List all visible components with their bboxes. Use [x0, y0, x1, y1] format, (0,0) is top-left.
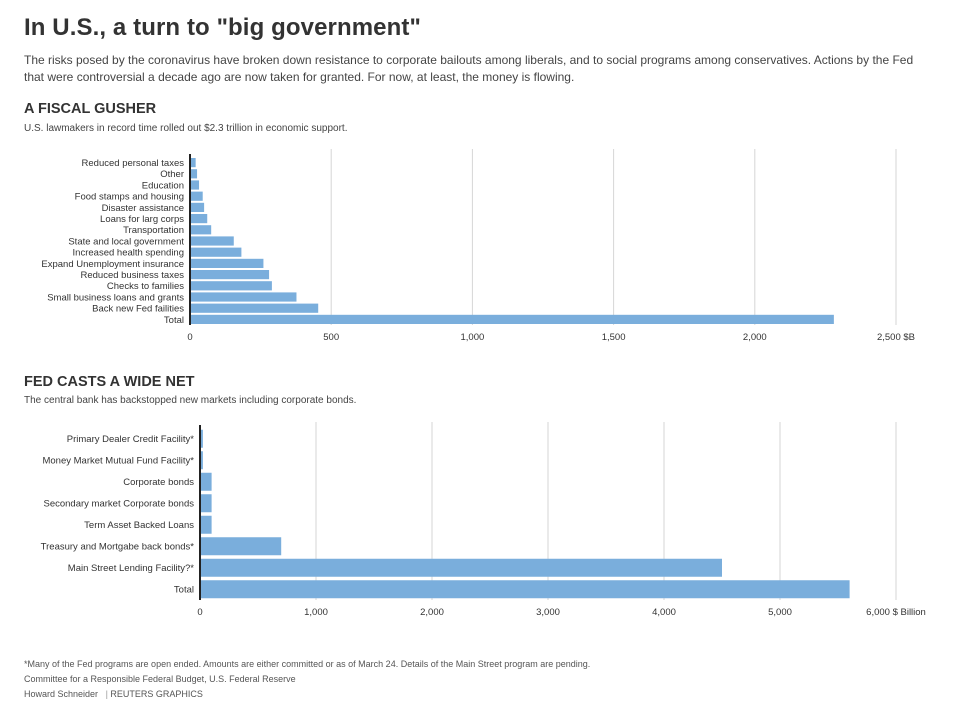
category-label: Reduced business taxes: [80, 270, 184, 281]
bar: [190, 303, 319, 313]
bar: [200, 472, 212, 491]
bar: [190, 247, 242, 257]
bar: [190, 270, 270, 280]
category-label: Back new Fed failities: [92, 304, 184, 315]
category-label: Increased health spending: [73, 248, 184, 259]
category-label: Total: [164, 315, 184, 326]
dek-paragraph: The risks posed by the coronavirus have …: [24, 53, 914, 84]
tick-label: 1,000: [461, 332, 485, 343]
category-label: State and local government: [68, 236, 184, 247]
bar: [190, 158, 196, 168]
tick-label: 4,000: [652, 607, 676, 618]
bar: [200, 558, 722, 577]
fed-wide-net-chart: Primary Dealer Credit Facility* Money Mar…: [41, 422, 926, 618]
bar: [190, 191, 203, 201]
tick-label: 2,000: [420, 607, 444, 618]
category-label: Loans for larg corps: [100, 214, 184, 225]
category-label: Money Market Mutual Fund Facility*: [42, 456, 194, 467]
bar: [200, 580, 850, 599]
category-label: Treasury and Mortgabe back bonds*: [41, 542, 195, 553]
byline: Howard Schneider | REUTERS GRAPHICS: [24, 689, 203, 699]
footnote: *Many of the Fed programs are open ended…: [24, 659, 591, 669]
bar: [190, 292, 297, 302]
bar: [190, 214, 208, 224]
author: Howard Schneider: [24, 689, 99, 699]
category-label: Food stamps and housing: [75, 192, 184, 203]
bar: [190, 180, 200, 190]
bar: [200, 515, 212, 534]
category-label: Expand Unemployment insurance: [41, 259, 184, 270]
bar: [200, 537, 282, 556]
bar: [190, 236, 234, 246]
category-label: Disaster assistance: [102, 203, 184, 214]
tick-label: 0: [197, 607, 202, 618]
separator: |: [100, 689, 108, 699]
category-label: Small business loans and grants: [47, 292, 184, 303]
chart2-title: FED CASTS A WIDE NET: [24, 374, 195, 390]
category-label: Transportation: [123, 225, 184, 236]
bar: [200, 429, 203, 448]
bar: [190, 258, 264, 268]
chart1-subtitle: U.S. lawmakers in record time rolled out…: [24, 123, 348, 134]
tick-label: 6,000 $ Billion: [866, 607, 926, 618]
category-label: Main Street Lending Facility?*: [68, 563, 195, 574]
bar: [190, 281, 272, 291]
tick-label: 5,000: [768, 607, 792, 618]
category-label: Total: [174, 585, 194, 596]
headline: In U.S., a turn to "big government": [24, 14, 421, 41]
category-label: Primary Dealer Credit Facility*: [67, 434, 195, 445]
tick-label: 2,000: [743, 332, 767, 343]
chart2-subtitle: The central bank has backstopped new mar…: [24, 395, 357, 406]
category-label: Corporate bonds: [123, 477, 194, 488]
bar: [190, 225, 212, 235]
bar: [190, 202, 205, 212]
category-label: Secondary market Corporate bonds: [44, 499, 195, 510]
tick-label: 1,500: [602, 332, 626, 343]
tick-label: 500: [323, 332, 339, 343]
source-line: Committee for a Responsible Federal Budg…: [24, 674, 296, 684]
bar: [200, 494, 212, 513]
chart1-title: A FISCAL GUSHER: [24, 101, 157, 117]
tick-label: 2,500 $B: [877, 332, 915, 343]
category-label: Other: [160, 169, 184, 180]
bar: [200, 451, 203, 470]
tick-label: 3,000: [536, 607, 560, 618]
bar: [190, 169, 198, 179]
category-label: Term Asset Backed Loans: [84, 520, 194, 531]
category-label: Reduced personal taxes: [82, 158, 185, 169]
fiscal-gusher-chart: Reduced personal taxesOtherEducationFood…: [41, 149, 915, 343]
tick-label: 1,000: [304, 607, 328, 618]
credit: REUTERS GRAPHICS: [110, 689, 203, 699]
category-label: Education: [142, 180, 184, 191]
tick-label: 0: [187, 332, 192, 343]
bar: [190, 314, 834, 324]
category-label: Checks to families: [107, 281, 184, 292]
